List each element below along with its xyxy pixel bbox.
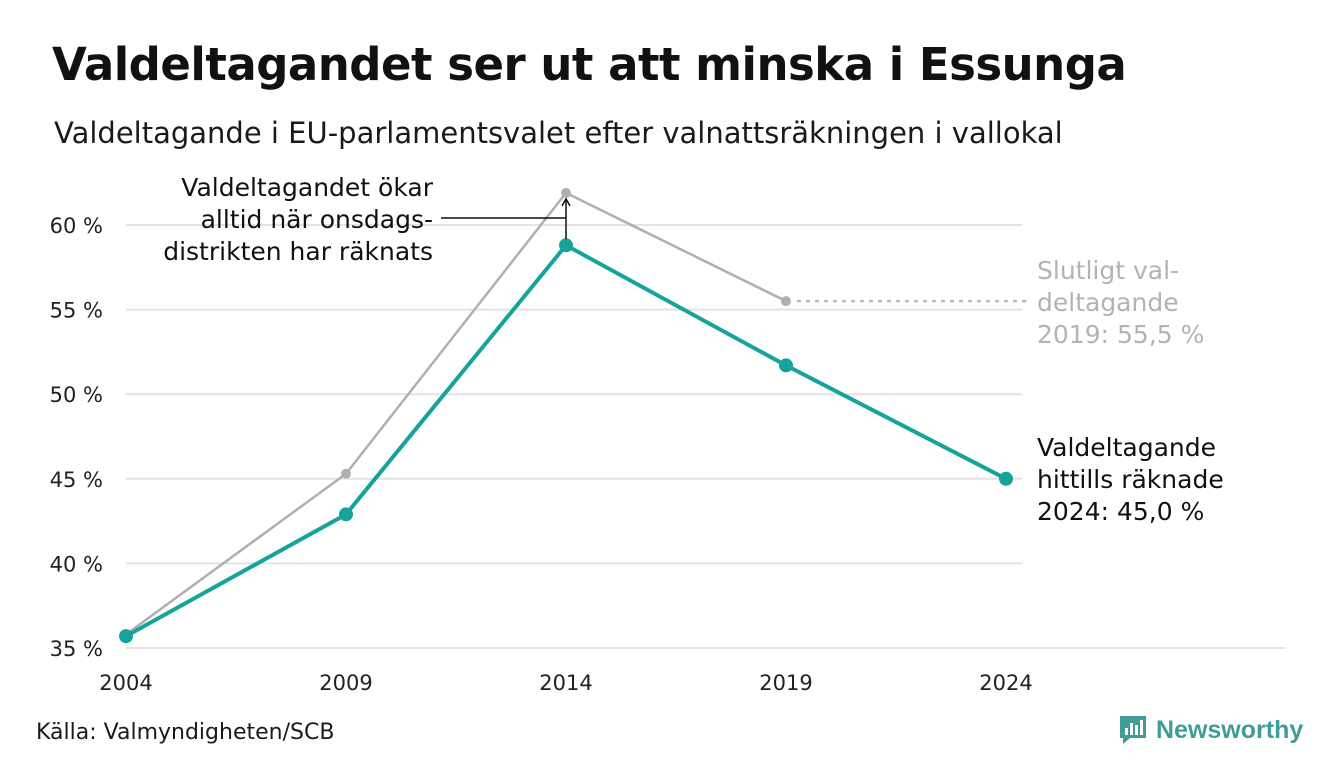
- final-turnout-point: [781, 296, 791, 307]
- counted-turnout-point: [339, 507, 353, 522]
- y-tick-label: 35 %: [50, 637, 103, 661]
- newsworthy-logo-icon: [1120, 716, 1146, 744]
- annotations: Valdeltagandet ökar alltid när onsdags-di…: [163, 173, 1223, 526]
- x-tick-label: 2024: [979, 671, 1032, 695]
- x-tick-label: 2014: [539, 671, 592, 695]
- y-tick-label: 60 %: [50, 214, 103, 238]
- x-tick-label: 2019: [759, 671, 812, 695]
- y-tick-label: 45 %: [50, 468, 103, 492]
- annotation-line: distrikten har räknats: [163, 237, 433, 266]
- newsworthy-logo: Newsworthy: [1118, 714, 1303, 746]
- x-axis-ticks: 2004 2009 2014 2019 2024: [99, 671, 1032, 695]
- annotation-line: 2024: 45,0 %: [1037, 497, 1204, 526]
- counted-turnout-point: [779, 358, 793, 373]
- gridlines: [126, 224, 1285, 649]
- annotation-line: deltagande: [1037, 288, 1179, 317]
- annotation-line: alltid när onsdags-: [201, 205, 433, 234]
- chart-subtitle: Valdeltagande i EU-parlamentsvalet efter…: [54, 116, 1063, 150]
- counted-turnout-point: [559, 238, 573, 253]
- series-group: [119, 187, 1013, 644]
- annotation-line: Valdeltagande: [1037, 433, 1216, 462]
- x-tick-label: 2009: [319, 671, 372, 695]
- annotation-line: Valdeltagandet ökar: [181, 173, 433, 202]
- x-tick-label: 2004: [99, 671, 152, 695]
- source-note: Källa: Valmyndigheten/SCB: [36, 720, 335, 745]
- counted-turnout-point: [999, 471, 1013, 486]
- y-tick-label: 50 %: [50, 383, 103, 407]
- annotation-line: Slutligt val-: [1037, 256, 1179, 285]
- chart-title: Valdeltagandet ser ut att minska i Essun…: [52, 38, 1127, 91]
- y-tick-label: 55 %: [50, 299, 103, 323]
- annotation-line: hittills räknade: [1037, 465, 1224, 494]
- arrow-head: [561, 197, 571, 207]
- y-axis-ticks: 35 % 40 % 45 % 50 % 55 % 60 %: [50, 214, 103, 661]
- brand-name: Newsworthy: [1156, 715, 1304, 744]
- counted-turnout-line: [124, 243, 1008, 639]
- final-turnout-point: [561, 187, 571, 198]
- final-turnout-line: [124, 191, 788, 636]
- annotation-line: 2019: 55,5 %: [1037, 320, 1204, 349]
- y-tick-label: 40 %: [50, 552, 103, 576]
- counted-turnout-point: [119, 629, 133, 644]
- final-turnout-point: [341, 468, 351, 479]
